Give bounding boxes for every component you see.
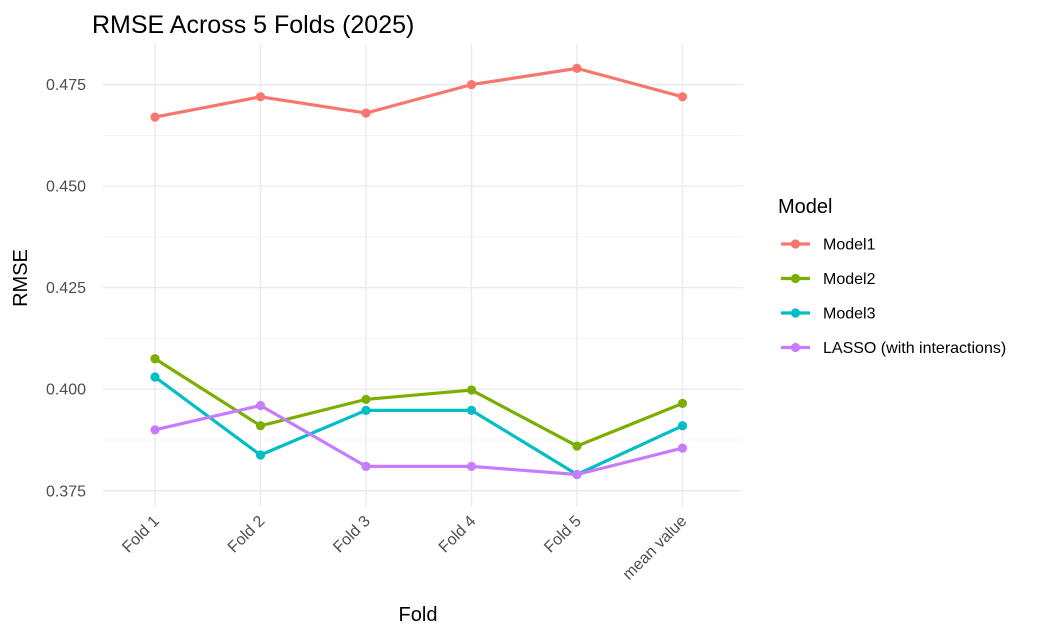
legend-key-point	[790, 342, 801, 353]
x-tick-label: Fold 5	[541, 513, 585, 557]
series-line	[153, 375, 685, 477]
data-point	[255, 450, 266, 460]
data-point	[361, 108, 371, 118]
data-point	[677, 443, 688, 453]
y-tick-label: 0.475	[46, 77, 86, 94]
legend-label: LASSO (with interactions)	[823, 340, 1006, 357]
grid-layer	[103, 44, 743, 507]
data-point	[572, 469, 582, 480]
series-layer	[150, 63, 688, 480]
legend-label: Model2	[823, 271, 876, 288]
data-point	[677, 421, 688, 431]
data-point	[572, 441, 582, 451]
x-tick-label: mean value	[620, 513, 691, 584]
legend-key-point	[790, 308, 801, 318]
data-point	[677, 92, 688, 102]
x-tick-label: Fold 1	[119, 513, 163, 557]
data-point	[150, 372, 160, 382]
y-axis-title: RMSE	[10, 249, 32, 307]
data-point	[677, 398, 688, 409]
y-tick-label: 0.450	[46, 179, 86, 196]
data-point	[255, 421, 266, 431]
legend-key-point	[790, 273, 801, 284]
data-point	[150, 425, 160, 435]
legend-label: Model3	[823, 306, 876, 323]
y-tick-label: 0.425	[46, 280, 86, 297]
y-tick-label: 0.400	[46, 382, 86, 399]
data-point	[361, 461, 371, 471]
data-point	[466, 385, 477, 395]
series-line	[153, 357, 685, 448]
y-tick-label: 0.375	[46, 483, 86, 500]
data-point	[361, 405, 371, 415]
chart-title: RMSE Across 5 Folds (2025)	[92, 11, 414, 39]
axis-layer: 0.375 0.400 0.425 0.450 0.475 Fold 1 Fold 2 Fol…	[46, 77, 690, 583]
data-point	[466, 461, 477, 471]
legend: Model Model1 Model2 Model3 LASSO (with inte…	[778, 196, 1006, 357]
data-point	[466, 80, 477, 90]
series-line	[153, 66, 685, 119]
data-point	[150, 354, 160, 364]
data-point	[255, 92, 266, 102]
x-tick-label: Fold 3	[330, 513, 374, 557]
series-line	[153, 403, 685, 477]
data-point	[572, 63, 582, 73]
data-point	[255, 400, 266, 411]
data-point	[150, 112, 160, 122]
legend-key-point	[790, 239, 801, 249]
x-tick-label: Fold 2	[225, 513, 269, 557]
data-point	[361, 394, 371, 404]
x-axis-title: Fold	[399, 604, 438, 626]
data-point	[466, 405, 477, 415]
x-tick-label: Fold 4	[436, 513, 480, 557]
legend-title: Model	[778, 196, 832, 218]
legend-label: Model1	[823, 237, 876, 254]
